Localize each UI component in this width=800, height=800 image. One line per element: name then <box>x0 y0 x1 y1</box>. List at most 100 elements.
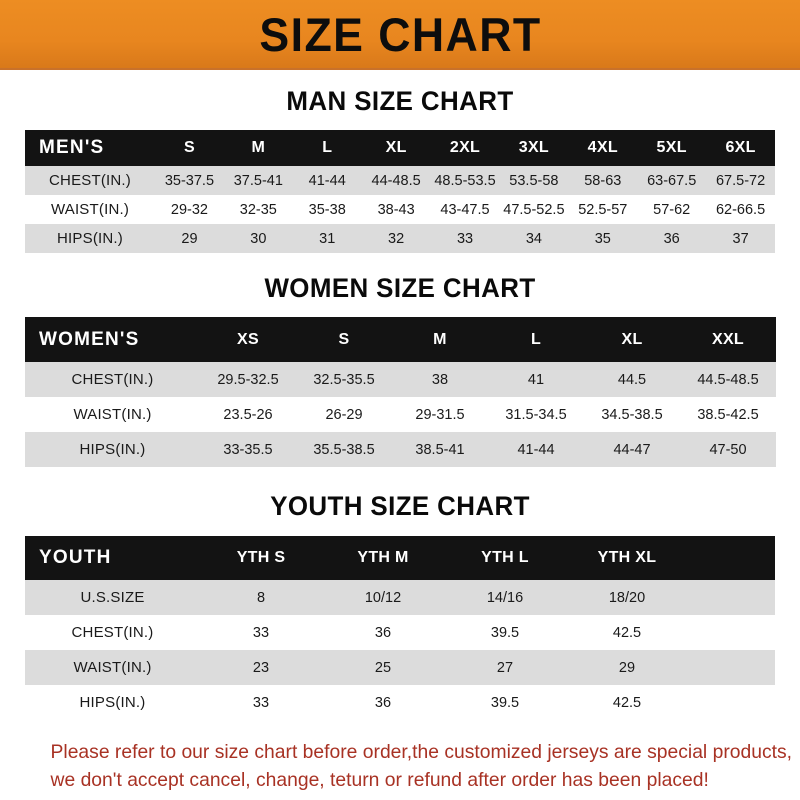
man-size-header-7: 5XL <box>656 139 687 156</box>
order-policy-note: Please refer to our size chart before or… <box>29 738 792 795</box>
youth-size-header-1: YTH M <box>357 549 409 566</box>
man-cell-1-0: 29-32 <box>155 195 224 224</box>
youth-cell-3-0: 33 <box>200 685 322 720</box>
man-header-row: MEN'S S M L XL 2XL 3XL 4XL 5XL 6XL <box>25 130 776 166</box>
size-chart-sheet: MAN SIZE CHART MEN'S S M L XL 2XL 3XL 4XL 5XL 6X… <box>0 86 800 795</box>
women-cell-1-0: 23.5-26 <box>200 397 296 432</box>
man-cell-2-2: 31 <box>292 224 362 253</box>
man-cell-1-4: 43-47.5 <box>430 195 500 224</box>
youth-size-header-0: YTH S <box>236 549 286 566</box>
man-size-header-5: 3XL <box>518 139 550 156</box>
youth-cell-2-1: 25 <box>322 650 444 685</box>
man-cell-2-7: 36 <box>637 224 707 253</box>
women-cell-1-5: 38.5-42.5 <box>680 397 776 432</box>
table-row: WAIST(IN.) 29-32 32-35 35-38 38-43 43-47.5 47.… <box>25 195 776 224</box>
man-cell-2-8: 37 <box>706 224 776 253</box>
man-size-header-8: 6XL <box>725 139 756 156</box>
youth-table-head: YOUTH YTH S YTH M YTH L YTH XL <box>25 536 775 580</box>
women-cell-0-5: 44.5-48.5 <box>680 362 776 397</box>
order-policy-line-1: Please refer to our size chart before or… <box>50 741 792 763</box>
man-cell-2-5: 34 <box>499 224 569 253</box>
women-cell-2-1: 35.5-38.5 <box>296 432 392 467</box>
man-cell-0-0: 35-37.5 <box>155 166 224 195</box>
youth-cell-3-2: 39.5 <box>444 685 566 720</box>
man-measure-label-2: HIPS(IN.) <box>25 224 155 253</box>
women-size-header-1: S <box>338 330 350 348</box>
youth-header-spacer <box>688 536 775 580</box>
man-size-header-6: 4XL <box>587 139 618 156</box>
women-size-header-4: XL <box>621 330 643 348</box>
man-row-header-label: MEN'S <box>39 137 105 158</box>
youth-cell-2-0: 23 <box>200 650 322 685</box>
man-cell-0-6: 58-63 <box>568 166 638 195</box>
youth-cell-0-2: 14/16 <box>444 580 566 615</box>
man-cell-0-7: 63-67.5 <box>637 166 707 195</box>
youth-measure-label-1: CHEST(IN.) <box>25 615 200 650</box>
women-measure-label-2: HIPS(IN.) <box>25 432 200 467</box>
man-measure-label-1: WAIST(IN.) <box>25 195 155 224</box>
women-cell-0-1: 32.5-35.5 <box>296 362 392 397</box>
man-size-header-2: L <box>322 139 333 156</box>
youth-cell-spacer-3 <box>688 685 775 720</box>
women-size-header-5: XXL <box>711 330 745 348</box>
women-cell-0-4: 44.5 <box>584 362 680 397</box>
man-cell-1-5: 47.5-52.5 <box>499 195 569 224</box>
youth-measure-label-3: HIPS(IN.) <box>25 685 200 720</box>
women-cell-2-2: 38.5-41 <box>392 432 488 467</box>
table-row: CHEST(IN.) 33 36 39.5 42.5 <box>25 615 775 650</box>
youth-size-table: YOUTH YTH S YTH M YTH L YTH XL U.S.SIZE 8 10/… <box>25 536 775 720</box>
man-size-header-3: XL <box>385 139 407 156</box>
youth-row-header-label: YOUTH <box>39 547 112 568</box>
man-cell-0-5: 53.5-58 <box>499 166 569 195</box>
women-table-body: CHEST(IN.) 29.5-32.5 32.5-35.5 38 41 44.5 44.5… <box>25 362 776 467</box>
man-cell-2-3: 32 <box>361 224 431 253</box>
man-cell-2-1: 30 <box>223 224 293 253</box>
women-section-title: WOMEN SIZE CHART <box>264 273 536 303</box>
women-cell-0-2: 38 <box>392 362 488 397</box>
youth-cell-1-2: 39.5 <box>444 615 566 650</box>
man-cell-1-1: 32-35 <box>223 195 293 224</box>
man-cell-0-3: 44-48.5 <box>361 166 431 195</box>
youth-cell-2-2: 27 <box>444 650 566 685</box>
women-cell-2-4: 44-47 <box>584 432 680 467</box>
youth-cell-spacer-0 <box>688 580 775 615</box>
youth-header-row: YOUTH YTH S YTH M YTH L YTH XL <box>25 536 775 580</box>
man-cell-0-4: 48.5-53.5 <box>430 166 500 195</box>
women-cell-1-4: 34.5-38.5 <box>584 397 680 432</box>
table-row: HIPS(IN.) 33-35.5 35.5-38.5 38.5-41 41-44 44-… <box>25 432 776 467</box>
women-cell-1-3: 31.5-34.5 <box>488 397 584 432</box>
women-table-head: WOMEN'S XS S M L XL XXL <box>25 317 776 362</box>
man-cell-1-7: 57-62 <box>637 195 707 224</box>
table-row: U.S.SIZE 8 10/12 14/16 18/20 <box>25 580 775 615</box>
women-cell-1-2: 29-31.5 <box>392 397 488 432</box>
man-cell-2-4: 33 <box>430 224 500 253</box>
youth-measure-label-0: U.S.SIZE <box>25 580 200 615</box>
man-cell-1-2: 35-38 <box>292 195 362 224</box>
youth-table-body: U.S.SIZE 8 10/12 14/16 18/20 CHEST(IN.) 33 36 39… <box>25 580 775 720</box>
table-row: HIPS(IN.) 29 30 31 32 33 34 35 36 37 <box>25 224 776 253</box>
women-measure-label-0: CHEST(IN.) <box>25 362 200 397</box>
man-section-title: MAN SIZE CHART <box>286 86 514 116</box>
women-measure-label-1: WAIST(IN.) <box>25 397 200 432</box>
women-cell-0-3: 41 <box>488 362 584 397</box>
man-cell-1-3: 38-43 <box>361 195 431 224</box>
page-title: SIZE CHART <box>258 7 542 61</box>
women-size-header-2: M <box>433 330 447 348</box>
man-cell-2-0: 29 <box>155 224 224 253</box>
man-size-table: MEN'S S M L XL 2XL 3XL 4XL 5XL 6XL CHEST(IN.) 35-… <box>25 130 776 253</box>
man-cell-1-8: 62-66.5 <box>706 195 776 224</box>
man-cell-0-2: 41-44 <box>292 166 362 195</box>
women-cell-2-3: 41-44 <box>488 432 584 467</box>
man-cell-0-1: 37.5-41 <box>223 166 293 195</box>
youth-cell-1-0: 33 <box>200 615 322 650</box>
youth-cell-1-3: 42.5 <box>566 615 688 650</box>
women-size-header-0: XS <box>237 330 259 348</box>
youth-cell-0-1: 10/12 <box>322 580 444 615</box>
youth-cell-3-3: 42.5 <box>566 685 688 720</box>
man-size-header-1: M <box>251 139 266 156</box>
youth-cell-2-3: 29 <box>566 650 688 685</box>
women-size-table: WOMEN'S XS S M L XL XXL CHEST(IN.) 29.5-32.5 32… <box>25 317 776 467</box>
youth-section-title: YOUTH SIZE CHART <box>270 491 530 521</box>
youth-cell-1-1: 36 <box>322 615 444 650</box>
youth-cell-spacer-2 <box>688 650 775 685</box>
